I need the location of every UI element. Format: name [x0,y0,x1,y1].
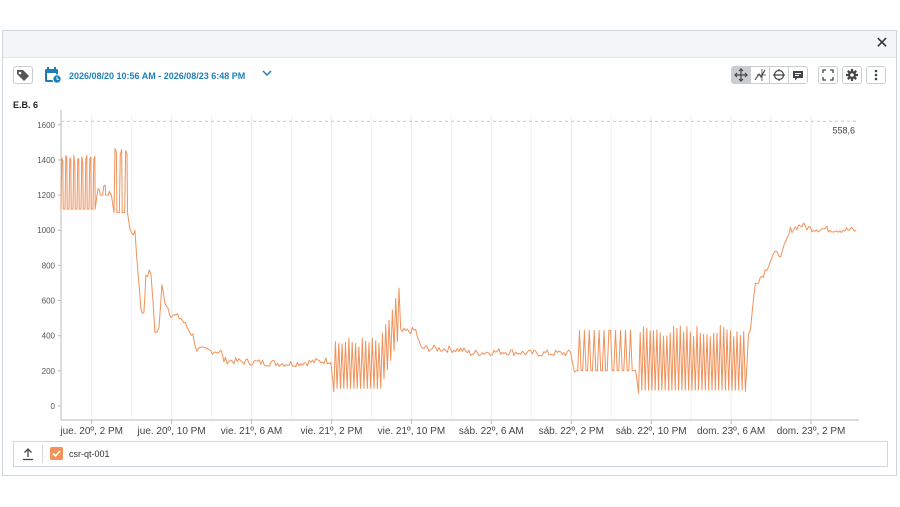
threshold-label: 558,6 [832,125,855,135]
x-tick-label: sáb. 22º, 6 AM [459,426,524,437]
legend-series-checkbox[interactable] [50,447,63,460]
date-range-label[interactable]: 2026/08/20 10:56 AM - 2026/08/23 6:48 PM [69,71,246,81]
tag-icon [17,70,29,81]
line-chart[interactable]: 0 200 400 600 800 1000 1200 1400 1600 jue. 20º, … [3,31,896,441]
x-tick-label: vie. 21º, 2 PM [300,426,362,437]
x-tick-label: jue. 20º, 2 PM [59,426,123,437]
series-line-csr-qt-001[interactable] [60,148,857,394]
x-tick-label: dom. 23º, 6 AM [697,426,765,437]
settings-button[interactable] [842,66,862,84]
fullscreen-icon [822,69,834,81]
pan-icon [734,68,748,82]
y-tick-label: 200 [42,367,56,376]
gear-icon [846,69,858,81]
y-tick-label: 600 [42,297,56,306]
legend-series-label[interactable]: csr-qt-001 [69,449,110,459]
panel-title: E.B. 6 [13,100,39,110]
x-tick-label: vie. 21º, 6 AM [221,426,282,437]
chart-tools [731,66,886,86]
chevron-down-icon[interactable] [261,67,273,79]
chart-grid [91,116,812,420]
y-tick-label: 1400 [37,156,55,165]
dialog-header: ✕ [3,31,896,58]
y-tick-label: 1200 [37,191,55,200]
more-icon [874,69,878,81]
check-icon [52,450,61,458]
annotate-button[interactable] [788,66,808,84]
plot-area: 558,6 [60,120,859,394]
fullscreen-button[interactable] [818,66,838,84]
y-tick-label: 1600 [37,121,55,130]
export-icon[interactable] [21,447,35,461]
x-tick-label: sáb. 22º, 2 PM [539,426,604,437]
more-button[interactable] [866,66,886,84]
chart-dialog: ✕ 2026/08/20 10:56 AM - 2026/08/23 6:48 … [2,30,897,476]
x-tick-label: dom. 23º, 2 PM [777,426,846,437]
interaction-mode-group [731,66,808,86]
chart-toolbar: 2026/08/20 10:56 AM - 2026/08/23 6:48 PM [3,61,896,91]
legend-divider [42,445,43,463]
y-tick-label: 1000 [37,226,55,235]
x-tick-label: sáb. 22º, 10 PM [616,426,687,437]
zoom-icon [773,69,785,81]
y-tick-label: 0 [51,402,56,411]
y-tick-label: 400 [42,332,56,341]
close-icon[interactable]: ✕ [875,33,889,52]
y-axis: 0 200 400 600 800 1000 1200 1400 1600 [37,110,62,420]
tag-button[interactable] [13,66,33,84]
y-tick-label: 800 [42,261,56,270]
x-tick-label: jue. 20º, 10 PM [137,426,206,437]
legend: csr-qt-001 [13,441,888,467]
x-tick-label: vie. 21º, 10 PM [378,426,446,437]
annotate-icon [793,71,803,81]
calendar-icon[interactable] [44,66,62,84]
pan-button[interactable] [731,66,751,84]
crosshair-icon [754,69,766,81]
x-axis: jue. 20º, 2 PM jue. 20º, 10 PM vie. 21º, 6… [59,419,859,437]
